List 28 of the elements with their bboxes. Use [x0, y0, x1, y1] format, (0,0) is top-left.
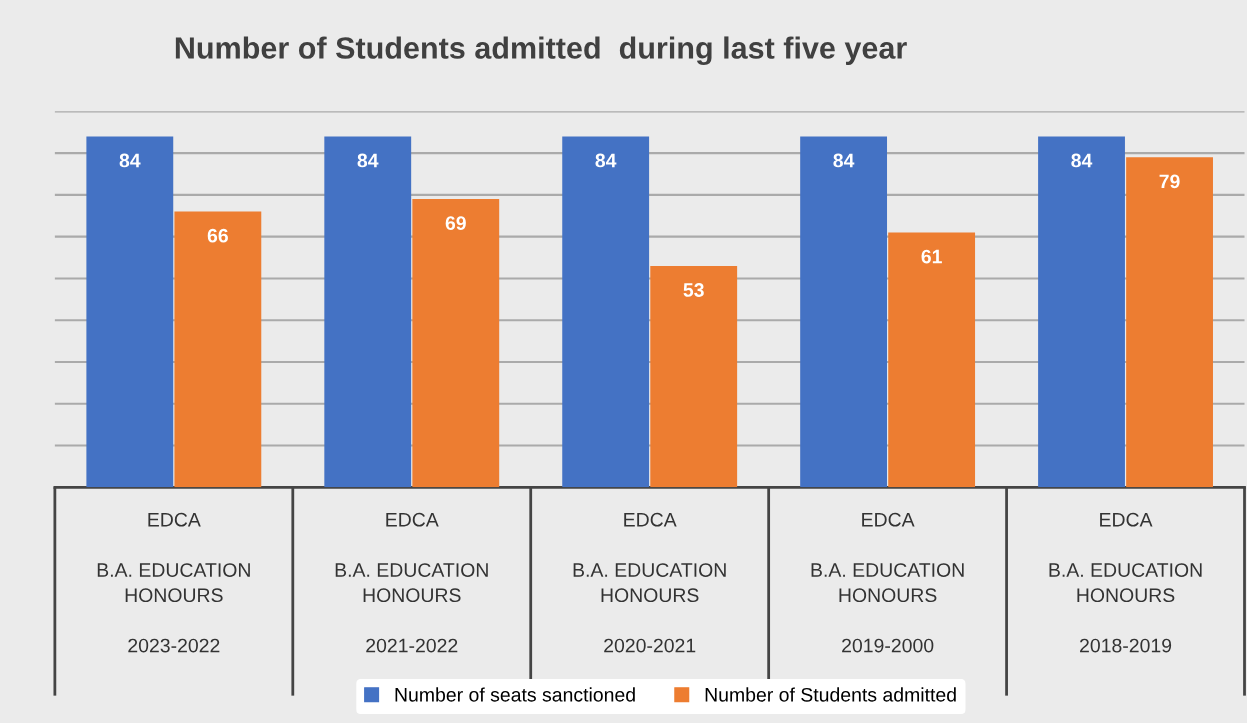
data-label: 69 — [445, 216, 466, 231]
bar — [1038, 136, 1125, 488]
bar — [650, 265, 738, 488]
data-label: 66 — [207, 228, 228, 243]
category-label: EDCA B.A. EDUCATION HONOURS 2023-2022 — [97, 512, 250, 653]
bar — [174, 211, 262, 488]
chart-title: Number of Students admitted during last five year — [175, 36, 907, 66]
data-label: 84 — [1071, 153, 1093, 168]
data-label: 61 — [921, 249, 942, 264]
bar — [888, 232, 976, 488]
bar — [86, 136, 174, 488]
data-label: 84 — [357, 153, 379, 168]
data-label: 84 — [595, 153, 617, 168]
bar — [1126, 157, 1213, 488]
bar — [562, 136, 650, 488]
data-label: 84 — [119, 153, 141, 168]
data-label: 53 — [683, 283, 704, 297]
data-label: 84 — [833, 153, 855, 168]
category-label: EDCA B.A. EDUCATION HONOURS 2020-2021 — [573, 512, 726, 653]
data-label: 79 — [1159, 174, 1180, 189]
legend-label: Number of seats sanctioned — [395, 687, 635, 702]
legend-label: Number of Students admitted — [705, 687, 956, 702]
bar — [800, 136, 888, 488]
category-label: EDCA B.A. EDUCATION HONOURS 2018-2019 — [1049, 512, 1202, 653]
category-label: EDCA B.A. EDUCATION HONOURS 2019-2000 — [811, 512, 964, 653]
bar — [324, 136, 412, 488]
bar — [412, 199, 500, 488]
category-label: EDCA B.A. EDUCATION HONOURS 2021-2022 — [335, 512, 488, 653]
